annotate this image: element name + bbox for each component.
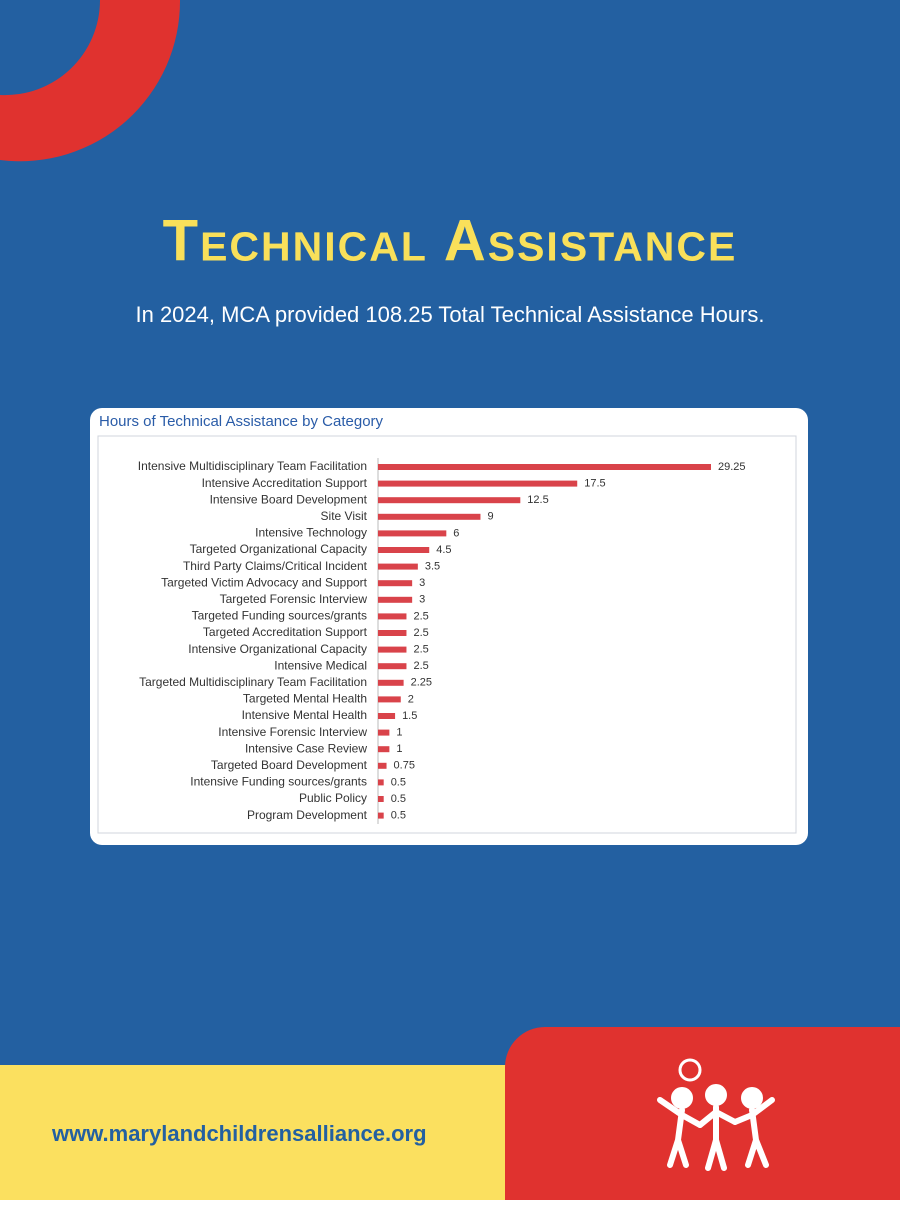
value-label: 3.5: [425, 561, 440, 573]
bar: [378, 497, 521, 504]
logo-panel: [505, 1027, 900, 1200]
value-label: 1: [396, 743, 402, 755]
bar: [378, 630, 407, 636]
bar: [378, 729, 390, 736]
value-label: 0.5: [391, 793, 406, 805]
value-label: 1.5: [402, 710, 417, 722]
bar: [378, 746, 390, 753]
value-label: 12.5: [527, 494, 548, 506]
bar: [378, 513, 481, 520]
bar: [378, 530, 447, 537]
bar: [378, 762, 387, 769]
chart-card: [90, 408, 808, 845]
bar: [378, 547, 430, 553]
bar: [378, 596, 413, 603]
value-label: 2.5: [413, 660, 428, 672]
value-label: 2: [408, 693, 414, 705]
bar: [378, 679, 404, 686]
bar: [378, 696, 401, 703]
plot-frame: [97, 435, 797, 834]
category-label: Intensive Funding sources/grants: [190, 775, 367, 789]
category-label: Program Development: [247, 808, 368, 822]
category-label: Targeted Mental Health: [243, 692, 367, 706]
category-label: Intensive Medical: [274, 658, 367, 672]
category-label: Public Policy: [299, 791, 367, 805]
bar: [378, 779, 384, 786]
category-label: Targeted Multidisciplinary Team Facilita…: [139, 675, 367, 689]
chart-title: Hours of Technical Assistance by Categor…: [99, 413, 384, 430]
value-label: 9: [487, 511, 493, 523]
category-label: Intensive Technology: [255, 526, 367, 540]
category-label: Intensive Organizational Capacity: [188, 642, 367, 656]
bar: [378, 646, 407, 653]
category-label: Intensive Forensic Interview: [218, 725, 367, 739]
category-label: Intensive Multidisciplinary Team Facilit…: [138, 459, 367, 473]
value-label: 2.5: [413, 610, 428, 622]
value-label: 29.25: [718, 461, 746, 473]
page-title: Technical Assistance: [163, 208, 738, 273]
category-label: Targeted Board Development: [211, 758, 368, 772]
logo: [657, 1058, 775, 1171]
decor-arc: [0, 0, 181, 162]
category-label: Intensive Board Development: [210, 492, 368, 506]
value-label: 2.5: [413, 627, 428, 639]
category-label: Intensive Case Review: [245, 741, 367, 755]
value-label: 0.5: [391, 776, 406, 788]
category-label: Targeted Victim Advocacy and Support: [161, 575, 368, 589]
value-label: 0.75: [394, 760, 415, 772]
value-label: 3: [419, 577, 425, 589]
website-url: www.marylandchildrensalliance.org: [51, 1121, 427, 1146]
value-label: 3: [419, 594, 425, 606]
footer-band: [0, 1065, 540, 1200]
category-label: Targeted Forensic Interview: [220, 592, 368, 606]
category-label: Intensive Accreditation Support: [202, 476, 368, 490]
category-label: Targeted Organizational Capacity: [190, 542, 367, 556]
bar: [378, 563, 418, 570]
value-label: 6: [453, 527, 459, 539]
bar: [378, 464, 711, 470]
bar: [378, 812, 384, 819]
bar: [378, 796, 384, 802]
bar: [378, 613, 407, 620]
bar: [378, 713, 396, 719]
value-label: 0.5: [391, 810, 406, 822]
category-label: Intensive Mental Health: [242, 708, 367, 722]
value-label: 2.5: [413, 644, 428, 656]
category-label: Site Visit: [321, 509, 368, 523]
category-label: Targeted Funding sources/grants: [192, 609, 367, 623]
value-label: 17.5: [584, 478, 605, 490]
value-label: 4.5: [436, 544, 451, 556]
bar: [378, 580, 413, 587]
value-label: 2.25: [411, 677, 432, 689]
value-label: 1: [396, 727, 402, 739]
category-label: Third Party Claims/Critical Incident: [183, 559, 368, 573]
bar: [378, 663, 407, 670]
subtitle: In 2024, MCA provided 108.25 Total Techn…: [135, 302, 764, 327]
bar: [378, 480, 578, 487]
category-label: Targeted Accreditation Support: [203, 625, 368, 639]
